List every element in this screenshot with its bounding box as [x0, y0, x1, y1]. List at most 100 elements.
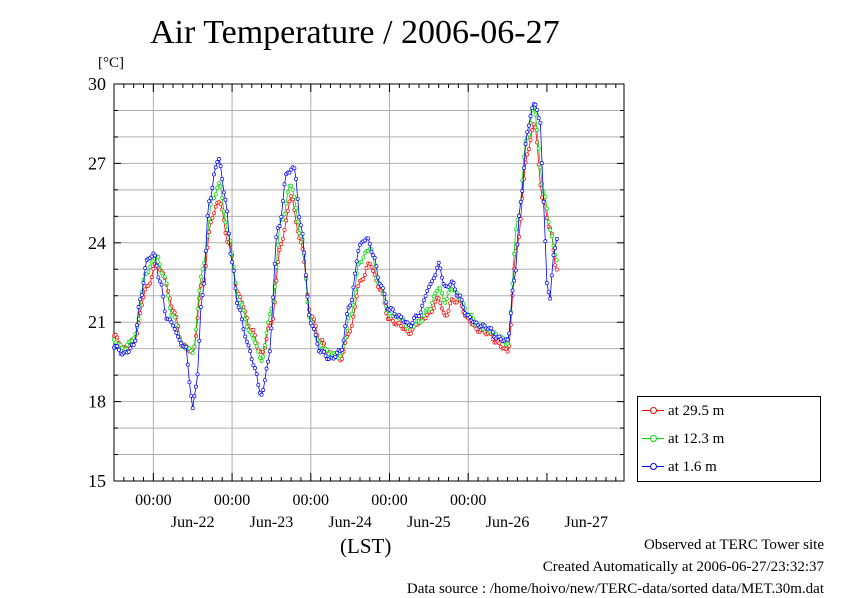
series-point-1	[421, 313, 426, 318]
series-point-2	[482, 323, 487, 328]
series-point-0	[505, 349, 510, 354]
series-point-2	[512, 278, 517, 283]
series-point-0	[503, 347, 508, 351]
series-point-1	[543, 194, 548, 199]
series-point-2	[310, 323, 315, 328]
x-tick-label: 00:00	[450, 492, 486, 509]
series-point-1	[198, 274, 203, 279]
series-point-2	[162, 309, 167, 314]
series-point-2	[538, 120, 543, 125]
series-point-0	[525, 152, 530, 157]
series-point-2	[177, 337, 182, 342]
legend-label: at 29.5 m	[668, 402, 725, 419]
series-point-2	[508, 311, 513, 316]
series-point-1	[284, 201, 289, 206]
series-point-2	[238, 308, 243, 313]
series-point-0	[526, 147, 531, 152]
series-point-2	[351, 285, 356, 290]
series-point-0	[431, 305, 436, 310]
series-point-2	[312, 327, 317, 331]
series-point-2	[522, 165, 526, 170]
legend-item-1-6m: at 1.6 m	[638, 457, 717, 477]
series-point-2	[489, 326, 494, 331]
series-point-2	[217, 157, 221, 161]
series-point-2	[461, 305, 466, 310]
series-point-2	[425, 288, 430, 293]
series-point-2	[315, 341, 320, 346]
series-point-1	[290, 187, 295, 192]
series-point-2	[172, 327, 177, 331]
series-point-1	[440, 291, 444, 295]
series-point-2	[540, 161, 544, 166]
series-point-0	[320, 337, 325, 342]
series-point-0	[367, 261, 372, 266]
series-point-2	[189, 393, 194, 398]
series-point-2	[272, 261, 277, 266]
series-point-1	[217, 181, 221, 186]
series-point-2	[356, 248, 361, 253]
series-point-2	[426, 284, 431, 289]
series-point-2	[298, 223, 303, 228]
series-point-1	[254, 344, 259, 349]
series-point-2	[200, 293, 205, 297]
series-point-2	[536, 116, 541, 121]
series-point-2	[541, 199, 546, 204]
series-point-2	[551, 253, 556, 258]
series-point-2	[259, 392, 264, 397]
series-point-1	[243, 317, 248, 322]
series-point-0	[208, 220, 213, 225]
series-point-0	[474, 326, 479, 331]
series-point-2	[440, 275, 444, 280]
series-point-0	[530, 128, 535, 133]
series-point-2	[408, 324, 413, 328]
series-point-2	[430, 279, 435, 284]
series-point-1	[194, 327, 198, 332]
series-point-1	[241, 308, 246, 313]
series-point-0	[312, 317, 317, 322]
series-point-0	[210, 215, 215, 220]
series-point-2	[212, 172, 216, 177]
series-point-2	[366, 236, 371, 241]
series-point-2	[133, 338, 138, 343]
series-line-0	[113, 123, 558, 362]
series-point-1	[431, 294, 436, 299]
series-point-0	[321, 341, 326, 346]
series-point-2	[213, 165, 218, 170]
series-point-1	[223, 220, 228, 225]
series-point-2	[433, 273, 438, 278]
series-point-1	[213, 192, 218, 197]
series-point-2	[515, 242, 520, 247]
series-point-2	[421, 298, 426, 303]
series-point-1	[125, 342, 130, 347]
series-point-1	[207, 217, 212, 222]
series-point-1	[249, 332, 254, 337]
series-point-2	[533, 102, 538, 107]
series-point-0	[166, 289, 171, 294]
series-point-0	[390, 318, 395, 323]
series-point-2	[202, 281, 207, 286]
series-point-0	[553, 263, 558, 268]
series-point-2	[392, 311, 397, 316]
series-point-2	[271, 295, 276, 300]
series-point-0	[213, 204, 218, 209]
series-point-2	[297, 215, 302, 220]
series-point-1	[264, 330, 269, 335]
series-point-2	[295, 196, 300, 201]
series-point-0	[364, 266, 369, 271]
series-point-2	[313, 332, 318, 337]
series-point-2	[530, 106, 535, 111]
series-point-0	[531, 122, 536, 127]
legend-label: at 1.6 m	[668, 458, 717, 475]
series-point-1	[262, 343, 267, 348]
x-axis-label: (LST)	[340, 534, 392, 558]
legend-swatch-blue	[642, 461, 664, 473]
series-point-2	[116, 347, 121, 352]
series-point-2	[171, 323, 175, 328]
series-point-0	[349, 323, 354, 328]
series-point-1	[239, 302, 244, 307]
series-point-2	[390, 307, 395, 312]
series-point-1	[244, 324, 249, 329]
series-point-1	[441, 298, 446, 302]
series-point-2	[335, 350, 339, 355]
series-point-1	[187, 346, 192, 351]
